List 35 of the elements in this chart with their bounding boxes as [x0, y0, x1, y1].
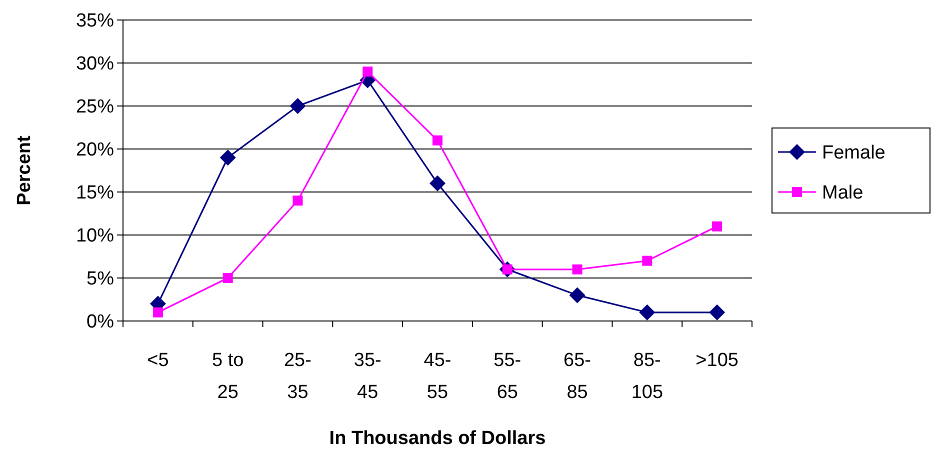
- point: [709, 304, 726, 320]
- point: [152, 307, 163, 318]
- x-tick-label: 65-85: [564, 350, 592, 403]
- x-tick-label: 85-105: [631, 350, 664, 403]
- x-tick-label: 25-35: [284, 350, 312, 403]
- legend-label: Female: [822, 142, 886, 164]
- point: [642, 256, 652, 266]
- point: [430, 175, 446, 192]
- x-axis-title: In Thousands of Dollars: [329, 428, 546, 449]
- y-tick-label: 25%: [76, 96, 114, 118]
- y-tick-label: 35%: [76, 10, 114, 32]
- x-tick-label: <5: [147, 350, 169, 371]
- y-tick-label: 30%: [76, 54, 114, 75]
- point: [572, 264, 582, 274]
- point: [432, 135, 442, 146]
- x-tick-label: 45-55: [424, 350, 452, 403]
- y-tick-label: 10%: [76, 226, 114, 247]
- x-tick-label: 5 to 25: [212, 350, 244, 403]
- point: [222, 273, 233, 283]
- y-tick-label: 0%: [86, 312, 114, 333]
- y-tick-label: 15%: [76, 182, 114, 204]
- y-tick-label: 5%: [86, 268, 114, 290]
- x-tick-label: 35-45: [354, 350, 382, 403]
- y-tick-label: 20%: [76, 140, 114, 161]
- point: [569, 287, 586, 304]
- y-axis-title: Percent: [14, 134, 35, 206]
- legend-label: Male: [822, 182, 864, 204]
- x-tick-label: >105: [696, 350, 738, 371]
- point: [290, 98, 306, 114]
- point: [362, 66, 373, 77]
- point: [292, 196, 303, 206]
- point: [639, 304, 656, 320]
- point: [220, 150, 236, 166]
- point: [712, 221, 722, 232]
- x-tick-label: 55-65: [494, 350, 522, 403]
